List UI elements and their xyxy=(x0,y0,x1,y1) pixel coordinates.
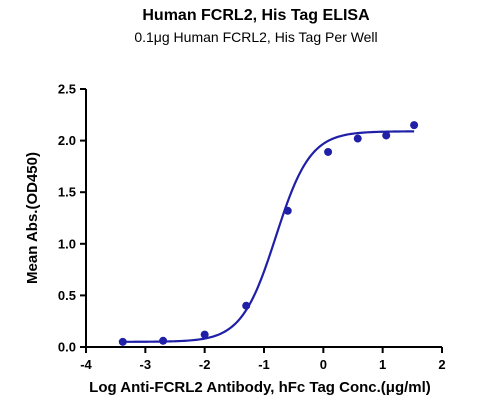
y-tick-label: 1.0 xyxy=(58,236,76,251)
data-point xyxy=(382,131,391,140)
x-tick-label: -1 xyxy=(258,357,270,372)
y-ticks: 0.0 0.5 1.0 1.5 2.0 2.5 xyxy=(58,82,86,355)
y-tick-label: 0.5 xyxy=(58,288,76,303)
data-point xyxy=(159,336,168,345)
data-point xyxy=(410,121,419,130)
data-point xyxy=(118,337,127,346)
data-point xyxy=(242,301,251,310)
y-tick-label: 1.5 xyxy=(58,185,76,200)
x-axis-label: Log Anti-FCRL2 Antibody, hFc Tag Conc.(μ… xyxy=(89,379,431,396)
data-points xyxy=(118,121,419,346)
x-tick-label: 1 xyxy=(379,357,386,372)
y-axis-label: Mean Abs.(OD450) xyxy=(24,152,41,284)
data-point xyxy=(324,147,333,156)
x-tick-label: 2 xyxy=(438,357,445,372)
x-tick-label: -4 xyxy=(80,357,92,372)
x-tick-label: -2 xyxy=(199,357,211,372)
data-point xyxy=(283,206,292,215)
x-ticks: -4 -3 -2 -1 0 1 2 xyxy=(80,347,446,372)
x-tick-label: -3 xyxy=(140,357,152,372)
y-tick-label: 2.0 xyxy=(58,133,76,148)
y-tick-label: 0.0 xyxy=(58,340,76,355)
chart-subtitle: 0.1μg Human FCRL2, His Tag Per Well xyxy=(134,29,377,45)
data-point xyxy=(200,330,209,339)
data-point xyxy=(353,134,362,143)
x-tick-label: 0 xyxy=(320,357,327,372)
fit-curve xyxy=(122,130,415,343)
chart-title: Human FCRL2, His Tag ELISA xyxy=(142,7,370,24)
y-tick-label: 2.5 xyxy=(58,82,76,97)
